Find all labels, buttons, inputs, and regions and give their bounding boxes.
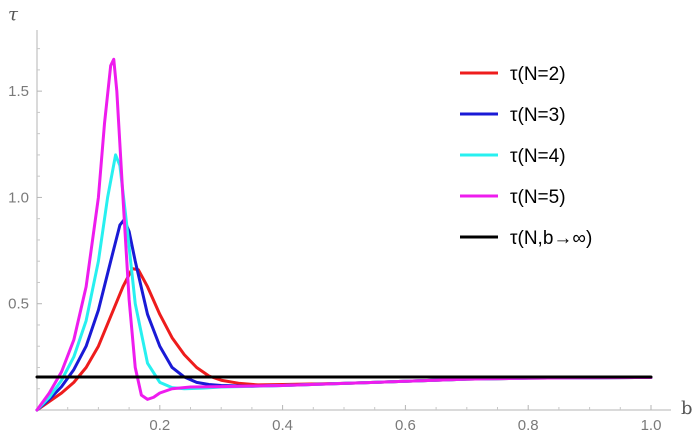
x-tick-label: 1.0 [641,417,662,434]
legend-label: τ(N=3) [510,105,566,126]
series-line [35,57,653,412]
x-tick-label: 0.2 [149,417,170,434]
x-tick-label: 0.4 [272,417,293,434]
y-tick-label: 1.5 [8,83,29,100]
legend-label: τ(N=4) [510,146,566,167]
x-axis-label: b [681,398,693,419]
series-lines [35,57,653,412]
x-tick-label: 0.8 [518,417,539,434]
x-tick-label: 0.6 [395,417,416,434]
legend-label: τ(N=2) [510,64,566,85]
y-tick-label: 1.0 [8,189,29,206]
y-tick-label: 0.5 [8,296,29,313]
y-axis-label: τ [8,4,19,25]
legend-label: τ(N=5) [510,187,566,208]
legend-label: τ(N,b→∞) [510,228,592,249]
legend: τ(N=2) τ(N=3) τ(N=4) τ(N=5) τ(N,b→∞) [460,64,592,249]
axes: 0.2 0.4 0.6 0.8 1.0 0.5 1.0 1.5 τ b [8,4,693,434]
